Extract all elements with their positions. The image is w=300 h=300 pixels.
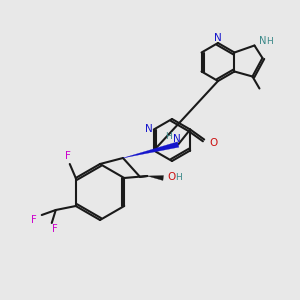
Polygon shape [147, 176, 164, 181]
Text: F: F [65, 151, 71, 161]
Text: F: F [31, 215, 37, 225]
Polygon shape [123, 142, 179, 158]
Text: N: N [214, 33, 222, 43]
Text: H: H [165, 132, 172, 141]
Text: H: H [175, 172, 181, 182]
Text: H: H [266, 37, 273, 46]
Text: N: N [259, 37, 266, 46]
Text: N: N [145, 124, 153, 134]
Text: N: N [173, 134, 181, 145]
Text: F: F [52, 224, 58, 234]
Text: O: O [209, 137, 217, 148]
Text: O: O [167, 172, 176, 182]
